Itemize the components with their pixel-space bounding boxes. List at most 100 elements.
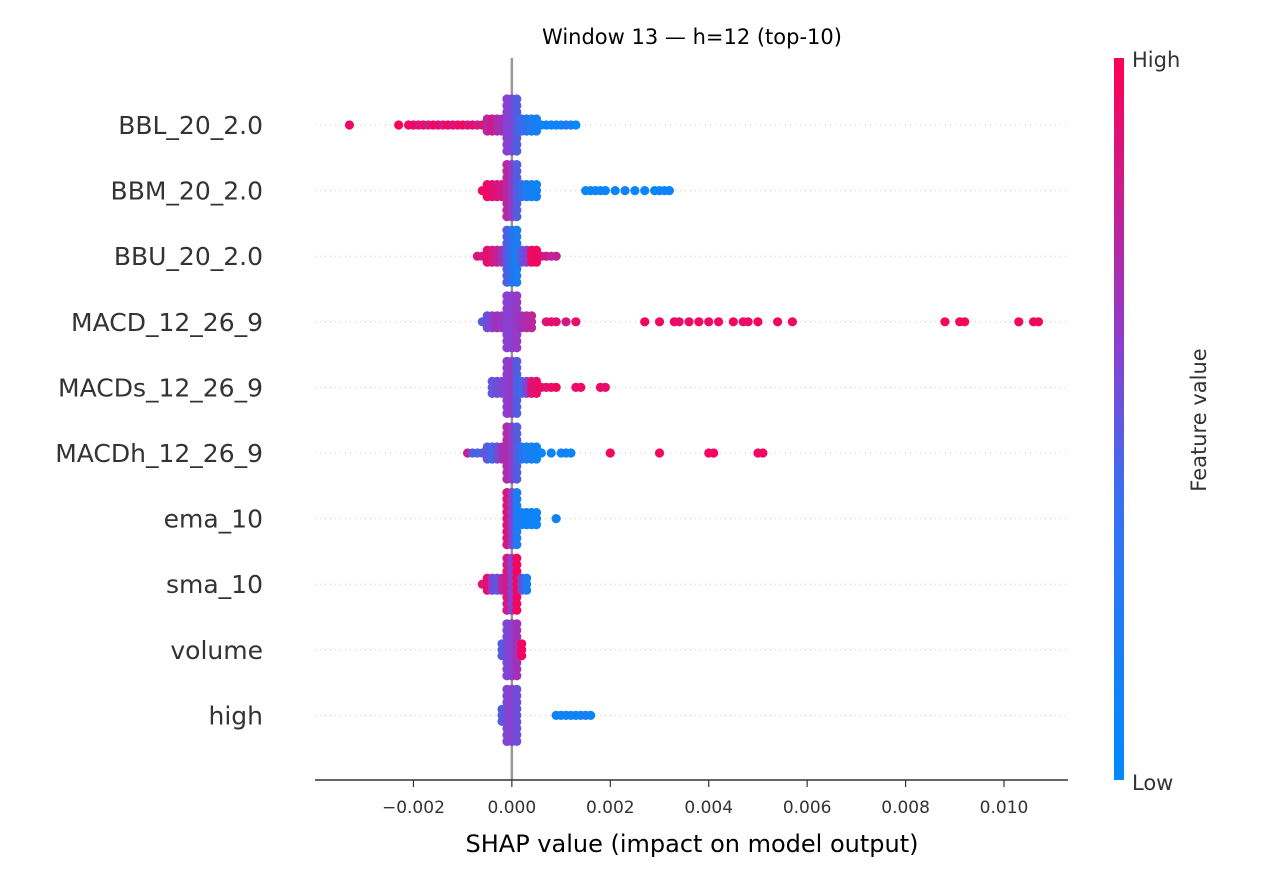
feature-label-volume: volume [170,636,263,665]
shap-point-volume [512,664,522,674]
x-tick-label: −0.002 [382,798,445,818]
shap-point-BBU_20_2.0 [551,251,561,261]
shap-point-BBM_20_2.0 [664,186,674,196]
x-axis-label: SHAP value (impact on model output) [466,830,919,858]
feature-grid-lines [315,124,1068,716]
shap-point-MACDs_12_26_9 [512,408,522,418]
shap-point-high [512,710,522,721]
feature-label-sma_10: sma_10 [166,570,263,599]
shap-point-MACDs_12_26_9 [600,382,610,392]
shap-point-BBU_20_2.0 [512,232,522,242]
shap-point-BBL_20_2.0 [344,120,355,130]
shap-point-high [512,704,522,714]
shap-point-high [586,710,596,721]
shap-point-MACD_12_26_9 [773,317,783,327]
x-tick-label: 0.006 [783,798,832,818]
shap-point-MACD_12_26_9 [694,317,704,327]
shap-point-MACD_12_26_9 [512,330,522,340]
shap-point-BBU_20_2.0 [512,271,522,281]
shap-point-MACD_12_26_9 [1033,317,1044,327]
shap-point-MACD_12_26_9 [674,317,684,327]
shap-point-MACDh_12_26_9 [512,428,522,439]
shap-point-MACD_12_26_9 [743,317,753,327]
shap-point-high [512,684,522,695]
shap-point-volume [512,671,522,681]
shap-point-ema_10 [512,540,522,550]
shap-point-BBM_20_2.0 [512,173,522,183]
shap-point-BBM_20_2.0 [512,199,522,209]
shap-point-MACD_12_26_9 [512,336,522,346]
shap-point-MACDh_12_26_9 [709,448,719,458]
shap-point-BBM_20_2.0 [512,212,522,222]
shap-point-MACDs_12_26_9 [512,369,522,379]
feature-label-high: high [208,701,263,730]
shap-point-sma_10 [512,605,522,615]
shap-point-volume [517,651,527,661]
feature-label-BBM_20_2.0: BBM_20_2.0 [111,177,263,206]
shap-point-high [512,723,522,734]
shap-point-ema_10 [531,520,542,530]
shap-point-MACD_12_26_9 [728,317,738,327]
shap-point-MACD_12_26_9 [787,317,797,327]
shap-point-MACD_12_26_9 [571,317,581,327]
colorbar [1114,58,1124,780]
shap-point-MACDs_12_26_9 [512,356,522,366]
shap-point-BBM_20_2.0 [600,186,610,196]
shap-point-MACDh_12_26_9 [546,448,556,458]
shap-point-BBL_20_2.0 [512,139,522,150]
shap-point-MACD_12_26_9 [1014,317,1024,327]
shap-point-BBM_20_2.0 [630,186,640,196]
shap-point-volume [512,625,522,635]
colorbar-high-label: High [1132,48,1180,72]
shap-point-ema_10 [512,488,522,498]
shap-point-MACD_12_26_9 [713,317,724,327]
shap-point-MACDh_12_26_9 [536,448,546,458]
shap-point-volume [512,632,522,642]
shap-point-MACDh_12_26_9 [512,467,522,478]
colorbar-low-label: Low [1132,771,1173,795]
shap-point-MACDh_12_26_9 [512,461,522,471]
shap-point-MACD_12_26_9 [654,317,665,327]
shap-point-MACD_12_26_9 [704,317,714,327]
shap-point-high [512,736,522,747]
shap-point-MACD_12_26_9 [940,317,950,327]
shap-point-BBM_20_2.0 [512,160,522,170]
shap-point-MACD_12_26_9 [512,343,522,353]
shap-point-MACD_12_26_9 [512,297,522,307]
shap-point-BBL_20_2.0 [512,133,522,143]
feature-label-MACDh_12_26_9: MACDh_12_26_9 [55,439,263,468]
shap-point-BBL_20_2.0 [512,94,522,104]
shap-point-BBM_20_2.0 [531,192,542,202]
shap-point-MACDs_12_26_9 [512,402,522,412]
shap-point-BBL_20_2.0 [512,107,522,117]
shap-point-MACDh_12_26_9 [654,448,665,458]
shap-point-volume [512,619,522,629]
shap-point-MACDs_12_26_9 [551,382,561,392]
shap-point-BBL_20_2.0 [512,100,522,111]
shap-point-BBU_20_2.0 [512,264,522,274]
shap-point-MACD_12_26_9 [526,323,537,333]
shap-point-BBL_20_2.0 [394,120,404,130]
feature-labels: BBL_20_2.0 BBM_20_2.0 BBU_20_2.0 MACD_12_26… [55,111,263,730]
shap-point-BBM_20_2.0 [512,166,522,176]
shap-point-MACD_12_26_9 [753,317,763,327]
x-tick-label: 0.004 [684,798,733,818]
x-axis-ticks: −0.002 0.000 0.002 0.004 0.006 0.008 0.010 [382,780,1028,818]
shap-point-BBU_20_2.0 [512,225,522,235]
shap-point-MACDh_12_26_9 [758,448,768,458]
shap-point-MACD_12_26_9 [640,317,650,327]
shap-points [344,94,1044,747]
x-tick-label: 0.000 [488,798,537,818]
shap-point-high [512,691,522,701]
x-tick-label: 0.008 [881,798,930,818]
shap-point-MACD_12_26_9 [561,317,571,327]
shap-point-BBM_20_2.0 [610,186,620,196]
shap-point-MACD_12_26_9 [960,317,970,327]
shap-point-MACD_12_26_9 [512,291,522,301]
shap-point-MACDh_12_26_9 [566,448,576,458]
shap-point-MACDh_12_26_9 [512,435,522,445]
shap-point-BBM_20_2.0 [640,186,650,196]
feature-label-MACD_12_26_9: MACD_12_26_9 [71,308,263,337]
shap-point-MACD_12_26_9 [551,317,561,327]
